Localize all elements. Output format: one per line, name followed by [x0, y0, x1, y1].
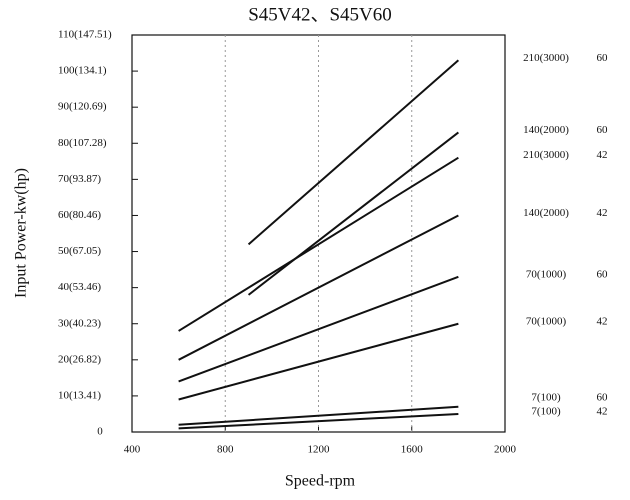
pressure-label: 70(1000)	[526, 268, 567, 280]
y-tick-label: 110(147.51)	[58, 29, 112, 41]
x-tick-label: 400	[124, 444, 141, 456]
series-line	[178, 322, 459, 401]
series-line	[247, 59, 460, 246]
pressure-label: 210(3000)	[523, 149, 569, 161]
displacement-label: 42	[597, 405, 608, 417]
displacement-label: 60	[597, 268, 609, 280]
chart-title: S45V42、S45V60	[248, 4, 392, 25]
series-line	[178, 156, 459, 332]
series-line	[178, 412, 459, 430]
displacement-label: 60	[597, 124, 609, 136]
pressure-label: 140(2000)	[523, 207, 569, 219]
displacement-label: 60	[597, 391, 609, 403]
y-tick-label: 60(80.46)	[58, 209, 101, 221]
y-axis-title: Input Power-kw(hp)	[13, 168, 30, 298]
displacement-label: 42	[597, 315, 608, 327]
x-tick-label: 800	[217, 444, 234, 456]
y-tick-label: 20(26.82)	[58, 353, 101, 365]
x-tick-label: 1600	[401, 444, 424, 456]
series-line	[178, 214, 459, 361]
y-tick-label: 40(53.46)	[58, 281, 101, 293]
y-tick-label: 50(67.05)	[58, 245, 101, 257]
x-tick-label: 1200	[308, 444, 331, 456]
displacement-label: 42	[597, 207, 608, 219]
pressure-label: 140(2000)	[523, 124, 569, 136]
pressure-label: 70(1000)	[526, 315, 567, 327]
y-tick-label: 0	[97, 426, 103, 438]
x-axis-title: Speed-rpm	[285, 473, 356, 490]
series-line	[247, 131, 459, 296]
y-tick-label: 100(134.1)	[58, 65, 107, 77]
y-tick-label: 80(107.28)	[58, 137, 107, 149]
y-tick-label: 10(13.41)	[58, 389, 101, 401]
displacement-label: 42	[597, 149, 608, 161]
pressure-label: 7(100)	[531, 405, 561, 417]
pressure-label: 7(100)	[531, 391, 561, 403]
series-line	[178, 275, 459, 383]
displacement-label: 60	[597, 52, 609, 64]
y-tick-label: 70(93.87)	[58, 173, 101, 185]
series-line	[178, 405, 459, 426]
plot-frame	[131, 34, 506, 433]
pressure-label: 210(3000)	[523, 52, 569, 64]
y-tick-label: 30(40.23)	[58, 317, 101, 329]
y-tick-label: 90(120.69)	[58, 101, 107, 113]
x-tick-label: 2000	[494, 444, 517, 456]
